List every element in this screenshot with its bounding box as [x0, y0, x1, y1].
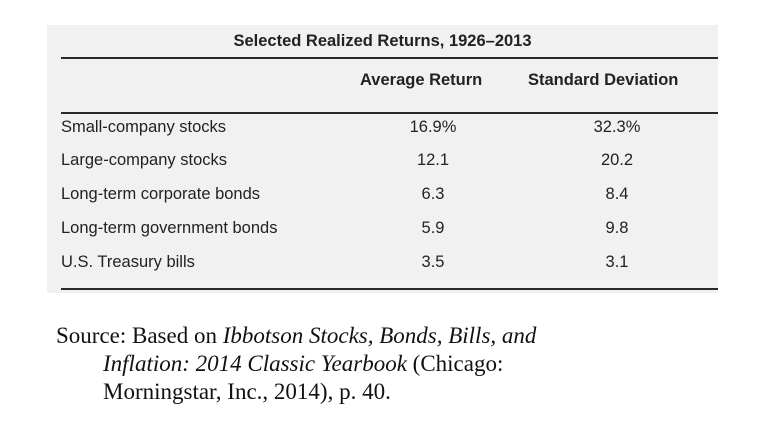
table-row: Large-company stocks 12.1 20.2 [47, 151, 718, 181]
column-header-standard-deviation: Standard Deviation [528, 71, 679, 89]
standard-deviation-value: 3.1 [605, 253, 629, 271]
table-title: Selected Realized Returns, 1926–2013 [233, 32, 532, 50]
source-line-2: Inflation: 2014 Classic Yearbook (Chicag… [56, 350, 756, 378]
table-row: Long-term government bonds 5.9 9.8 [47, 219, 718, 249]
average-return-value: 12.1 [416, 151, 450, 169]
row-label: Long-term corporate bonds [61, 185, 261, 203]
standard-deviation-value: 9.8 [605, 219, 629, 237]
row-label: U.S. Treasury bills [61, 253, 195, 271]
table-row: Long-term corporate bonds 6.3 8.4 [47, 185, 718, 215]
table-row: U.S. Treasury bills 3.5 3.1 [47, 253, 718, 283]
source-after-title: (Chicago: [406, 351, 504, 376]
average-return-value: 6.3 [421, 185, 445, 203]
source-prefix: Source: Based on [56, 323, 223, 348]
bottom-rule [61, 288, 718, 290]
source-title-part-2: Inflation: 2014 Classic Yearbook [103, 351, 407, 376]
source-title-part-1: Ibbotson Stocks, Bonds, Bills, and [222, 323, 537, 348]
average-return-value: 5.9 [421, 219, 445, 237]
standard-deviation-value: 8.4 [605, 185, 629, 203]
header-rule [61, 112, 718, 114]
row-label: Small-company stocks [61, 118, 227, 136]
top-rule [61, 57, 718, 59]
table-row: Small-company stocks 16.9% 32.3% [47, 118, 718, 148]
source-line-1: Source: Based on Ibbotson Stocks, Bonds,… [56, 322, 756, 350]
average-return-value: 16.9% [409, 118, 457, 136]
average-return-value: 3.5 [421, 253, 445, 271]
standard-deviation-value: 32.3% [593, 118, 641, 136]
returns-table: Selected Realized Returns, 1926–2013 Ave… [47, 25, 718, 293]
standard-deviation-value: 20.2 [600, 151, 634, 169]
source-citation: Source: Based on Ibbotson Stocks, Bonds,… [56, 322, 756, 406]
column-header-average-return: Average Return [360, 71, 483, 89]
row-label: Large-company stocks [61, 151, 227, 169]
source-line-3: Morningstar, Inc., 2014), p. 40. [103, 379, 391, 404]
row-label: Long-term government bonds [61, 219, 278, 237]
